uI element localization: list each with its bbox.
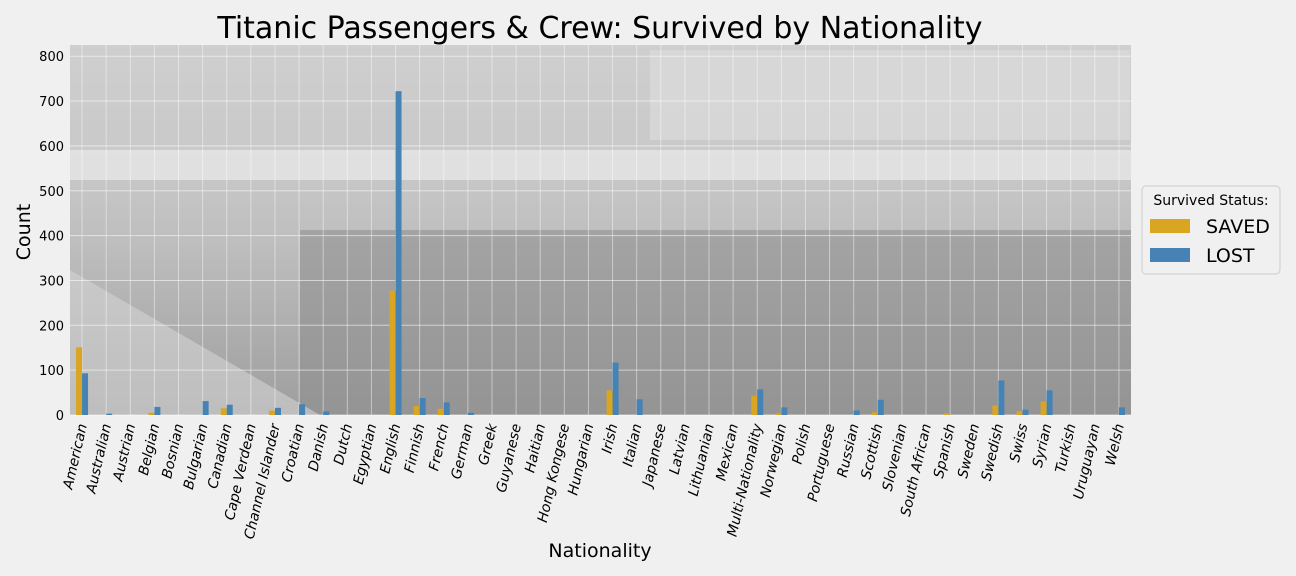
x-tick-label: Egyptian bbox=[351, 422, 380, 486]
bar-lost bbox=[636, 399, 643, 415]
bar-lost bbox=[757, 389, 764, 415]
x-tick-label: Austrian bbox=[110, 422, 139, 483]
chart-title: Titanic Passengers & Crew: Survived by N… bbox=[216, 11, 982, 46]
y-tick-label: 800 bbox=[39, 50, 64, 65]
bar-lost bbox=[998, 380, 1005, 415]
x-tick-label: Finnish bbox=[402, 422, 429, 474]
bar-lost bbox=[612, 362, 619, 415]
bar-lost bbox=[106, 413, 113, 415]
bar-saved bbox=[437, 408, 444, 415]
bar-lost bbox=[274, 407, 281, 415]
y-tick-label: 300 bbox=[39, 274, 64, 289]
x-tick-label: Dutch bbox=[331, 422, 356, 466]
bar-lost bbox=[299, 404, 306, 415]
bar-lost bbox=[443, 402, 450, 415]
bars bbox=[76, 91, 1125, 415]
x-tick-label: Haitian bbox=[522, 422, 549, 474]
bar-saved bbox=[389, 290, 396, 415]
x-tick-label: Swiss bbox=[1007, 422, 1031, 463]
y-tick-label: 700 bbox=[39, 95, 64, 110]
bar-lost bbox=[202, 401, 209, 415]
y-axis-label: Count bbox=[13, 204, 35, 260]
x-tick-label: Russian bbox=[835, 422, 863, 479]
bar-lost bbox=[781, 407, 788, 415]
y-tick-label: 500 bbox=[39, 185, 64, 200]
bar-lost bbox=[853, 410, 860, 415]
y-tick-label: 200 bbox=[39, 319, 64, 334]
bar-saved bbox=[413, 406, 420, 415]
x-tick-label: Syrian bbox=[1030, 422, 1056, 469]
y-tick-label: 400 bbox=[39, 230, 64, 245]
legend-title: Survived Status: bbox=[1153, 193, 1268, 209]
bar-saved bbox=[775, 413, 782, 415]
bar-lost bbox=[1118, 407, 1125, 415]
legend-label-lost: LOST bbox=[1206, 245, 1255, 267]
bar-lost bbox=[226, 404, 233, 415]
x-tick-label: English bbox=[377, 422, 404, 475]
bar-saved bbox=[268, 410, 275, 415]
bar-lost bbox=[1022, 409, 1029, 415]
bar-lost bbox=[154, 406, 161, 415]
x-tick-label: Mexican bbox=[713, 422, 742, 482]
legend-swatch-lost bbox=[1150, 248, 1190, 262]
grid-lines bbox=[70, 45, 1131, 416]
x-tick-label: Irish bbox=[599, 422, 621, 455]
bar-saved bbox=[148, 412, 155, 415]
bar-lost bbox=[877, 399, 884, 415]
bar-saved bbox=[606, 390, 613, 415]
x-tick-label: Danish bbox=[306, 422, 332, 473]
bar-saved bbox=[751, 395, 758, 415]
bar-saved bbox=[76, 347, 83, 415]
x-tick-labels: AmericanAustralianAustrianBelgianBosnian… bbox=[60, 421, 1128, 541]
x-tick-label: Belgian bbox=[136, 422, 163, 477]
bar-saved bbox=[1040, 401, 1047, 415]
x-tick-label: Polish bbox=[790, 422, 815, 466]
y-tick-label: 0 bbox=[56, 409, 64, 424]
bar-lost bbox=[395, 91, 402, 415]
bar-lost bbox=[1046, 390, 1053, 415]
y-tick-labels: 0 100 200 300 400 500 600 700 800 bbox=[39, 50, 64, 424]
y-tick-label: 600 bbox=[39, 140, 64, 155]
bar-lost bbox=[467, 412, 474, 415]
x-tick-label: Greek bbox=[476, 421, 501, 466]
legend-label-saved: SAVED bbox=[1206, 216, 1270, 238]
x-tick-label: Spanish bbox=[931, 422, 959, 479]
x-tick-label: Latvian bbox=[667, 422, 694, 476]
bar-lost bbox=[82, 373, 89, 415]
legend-swatch-saved bbox=[1150, 219, 1190, 233]
x-tick-label: Bosnian bbox=[159, 422, 187, 480]
x-tick-label: Italian bbox=[620, 422, 645, 468]
bar-saved bbox=[992, 405, 999, 415]
x-tick-label: Sweden bbox=[955, 422, 983, 480]
y-tick-label: 100 bbox=[39, 364, 64, 379]
bar-saved bbox=[1016, 410, 1023, 415]
x-axis-label: Nationality bbox=[548, 540, 651, 562]
bar-lost bbox=[419, 397, 426, 415]
bar-saved bbox=[944, 413, 951, 415]
bar-saved bbox=[871, 412, 878, 415]
x-tick-label: Swedish bbox=[979, 422, 1008, 482]
x-tick-label: Turkish bbox=[1053, 422, 1080, 474]
x-tick-label: German bbox=[449, 422, 477, 480]
x-tick-label: French bbox=[426, 422, 452, 472]
bar-lost bbox=[323, 411, 330, 415]
x-tick-label: Scottish bbox=[858, 422, 886, 480]
x-tick-label: Croatian bbox=[279, 422, 308, 484]
bar-saved bbox=[220, 408, 227, 415]
background-photo bbox=[70, 45, 1131, 415]
legend: Survived Status: SAVED LOST bbox=[1141, 185, 1281, 275]
x-tick-label: Welsh bbox=[1103, 422, 1128, 467]
